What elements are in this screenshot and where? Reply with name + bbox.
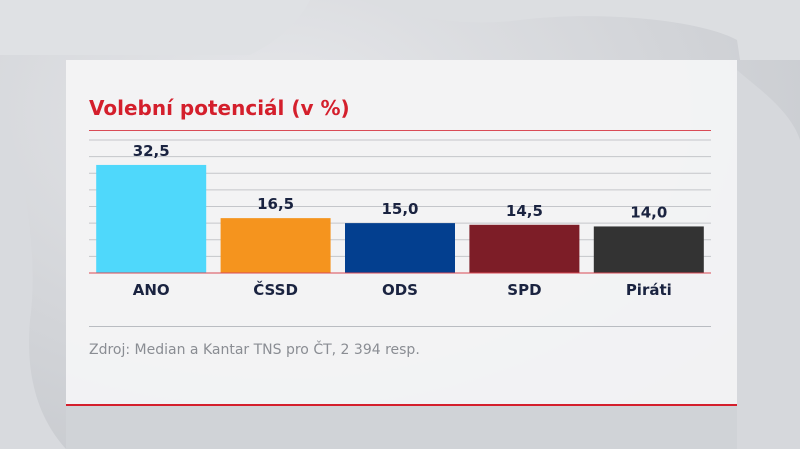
bar-piráti [593,226,704,273]
value-label: 14,5 [506,202,543,220]
chart-bars [96,164,704,273]
category-label: ČSSD [253,280,298,299]
source-note: Zdroj: Median a Kantar TNS pro ČT, 2 394… [89,342,420,358]
bottom-accent-rule [66,404,737,406]
value-label: 15,0 [381,200,418,218]
bar-čssd [220,218,331,273]
category-label: ANO [133,281,170,299]
value-label: 14,0 [630,203,667,221]
value-label: 32,5 [133,142,170,160]
category-label: ODS [382,281,418,299]
category-label: SPD [507,281,541,299]
bar-ods [345,223,455,273]
source-rule [89,326,711,327]
category-labels: ANO ČSSD ODS SPD Piráti [133,280,672,299]
bar-spd [469,224,580,273]
bar-ano [96,164,207,273]
value-label: 16,5 [257,195,294,213]
category-label: Piráti [626,281,672,299]
value-labels: 32,5 16,5 15,0 14,5 14,0 [133,142,668,222]
title-rule [89,130,711,131]
chart-title: Volební potenciál (v %) [89,96,350,120]
